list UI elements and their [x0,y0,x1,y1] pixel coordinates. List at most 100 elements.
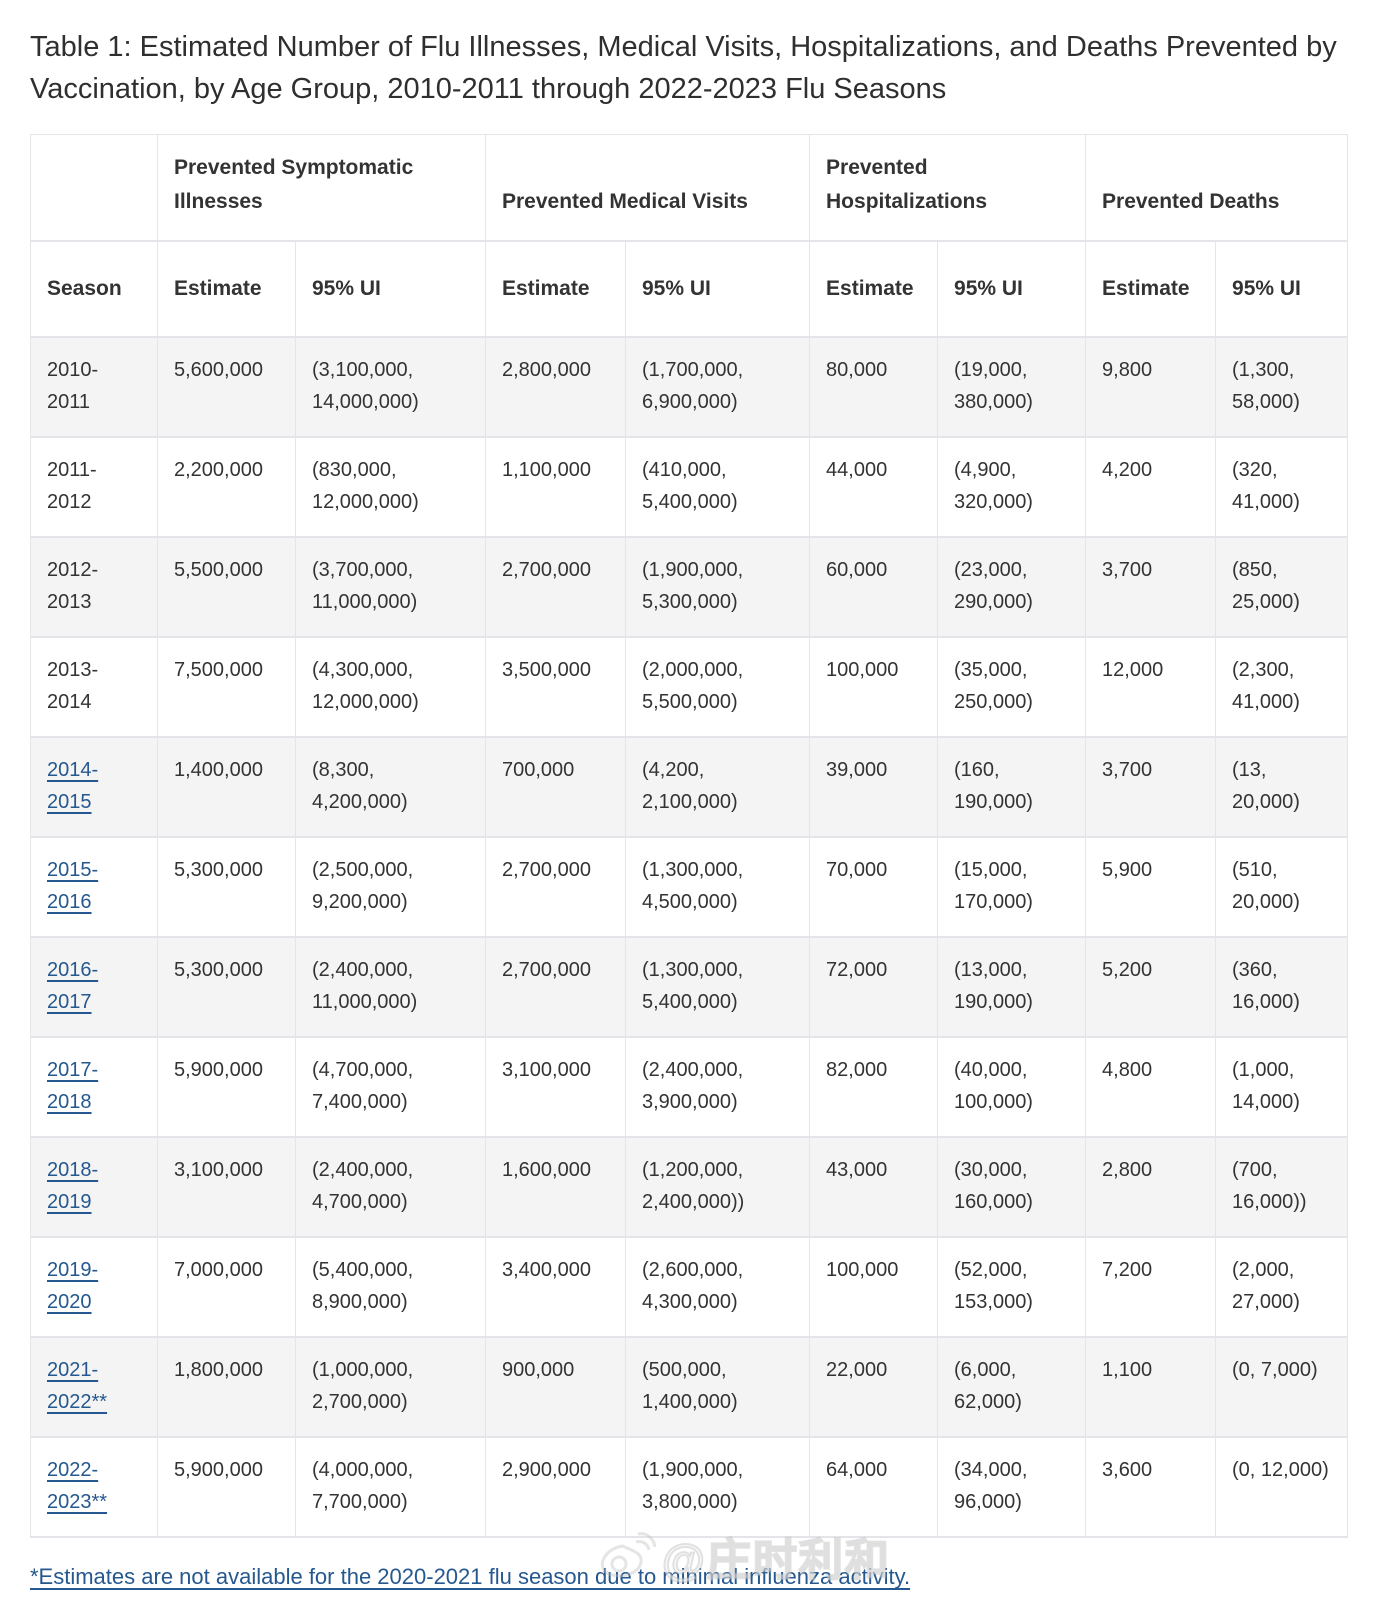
ui-column-header: 95% UI [938,242,1087,339]
data-cell: 1,100 [1086,1338,1217,1439]
data-cell: 1,100,000 [486,438,626,539]
season-cell: 2018-2019 [30,1138,158,1239]
data-cell: 64,000 [810,1438,939,1539]
season-link[interactable]: 2021-2022** [47,1359,108,1414]
season-link[interactable]: 2015-2016 [47,859,99,914]
data-cell: (2,000, 27,000) [1216,1238,1349,1339]
data-cell: 82,000 [810,1038,939,1139]
data-cell: (6,000, 62,000) [938,1338,1087,1439]
data-cell: 3,100,000 [158,1138,296,1239]
data-cell: (0, 12,000) [1216,1438,1349,1539]
data-cell: (13,000, 190,000) [938,938,1087,1039]
season-link[interactable]: 2014-2015 [47,759,99,814]
season-cell: 2014-2015 [30,738,158,839]
data-cell: 12,000 [1086,638,1217,739]
table-row: 2019-2020 7,000,000 (5,400,000, 8,900,00… [30,1238,1349,1339]
ui-column-header: 95% UI [296,242,486,339]
data-cell: (1,900,000, 5,300,000) [626,538,811,639]
data-cell: (1,200,000, 2,400,000)) [626,1138,811,1239]
data-cell: (1,000,000, 2,700,000) [296,1338,486,1439]
data-cell: (40,000, 100,000) [938,1038,1087,1139]
data-cell: 2,800 [1086,1138,1217,1239]
data-cell: (52,000, 153,000) [938,1238,1087,1339]
data-cell: (1,000, 14,000) [1216,1038,1349,1139]
data-cell: (410,000, 5,400,000) [626,438,811,539]
data-cell: 39,000 [810,738,939,839]
group-header-hospitalizations: Prevented Hospitalizations [810,134,1087,243]
data-cell: 2,200,000 [158,438,296,539]
data-cell: 5,500,000 [158,538,296,639]
page-title: Table 1: Estimated Number of Flu Illness… [30,31,1337,106]
data-cell: 2,800,000 [486,338,626,439]
data-cell: 80,000 [810,338,939,439]
data-cell: 3,700 [1086,738,1217,839]
table-row: 2016-2017 5,300,000 (2,400,000, 11,000,0… [30,938,1349,1039]
data-cell: (19,000, 380,000) [938,338,1087,439]
data-cell: 2,700,000 [486,838,626,939]
data-cell: (35,000, 250,000) [938,638,1087,739]
data-cell: (1,900,000, 3,800,000) [626,1438,811,1539]
season-cell: 2017-2018 [30,1038,158,1139]
season-link[interactable]: 2018-2019 [47,1159,99,1214]
data-cell: 100,000 [810,1238,939,1339]
footnote-link[interactable]: *Estimates are not available for the 202… [30,1564,911,1590]
data-cell: 2,700,000 [486,538,626,639]
table-row: 2021-2022** 1,800,000 (1,000,000, 2,700,… [30,1338,1349,1439]
data-cell: 2,700,000 [486,938,626,1039]
season-cell: 2013-2014 [30,638,158,739]
blank-corner-cell [30,134,158,243]
data-cell: (5,400,000, 8,900,000) [296,1238,486,1339]
season-link[interactable]: 2017-2018 [47,1059,99,1114]
estimate-column-header: Estimate [486,242,626,339]
data-cell: (510, 20,000) [1216,838,1349,939]
table-row: 2017-2018 5,900,000 (4,700,000, 7,400,00… [30,1038,1349,1139]
data-cell: (320, 41,000) [1216,438,1349,539]
data-cell: 72,000 [810,938,939,1039]
data-cell: (13, 20,000) [1216,738,1349,839]
table-row: 2014-2015 1,400,000 (8,300, 4,200,000) 7… [30,738,1349,839]
data-cell: (850, 25,000) [1216,538,1349,639]
data-cell: (830,000, 12,000,000) [296,438,486,539]
data-cell: (8,300, 4,200,000) [296,738,486,839]
table-row: 2013-2014 7,500,000 (4,300,000, 12,000,0… [30,638,1349,739]
data-cell: (4,000,000, 7,700,000) [296,1438,486,1539]
data-cell: (30,000, 160,000) [938,1138,1087,1239]
data-cell: 1,600,000 [486,1138,626,1239]
season-link[interactable]: 2022-2023** [47,1459,108,1514]
data-cell: 5,900,000 [158,1038,296,1139]
season-cell: 2022-2023** [30,1438,158,1539]
season-cell: 2019-2020 [30,1238,158,1339]
group-header-symptomatic: Prevented Symptomatic Illnesses [158,134,486,243]
data-cell: 70,000 [810,838,939,939]
estimate-column-header: Estimate [158,242,296,339]
data-cell: 9,800 [1086,338,1217,439]
data-cell: 7,500,000 [158,638,296,739]
data-cell: (500,000, 1,400,000) [626,1338,811,1439]
flu-estimates-table: Prevented Symptomatic Illnesses Prevente… [30,134,1349,1539]
season-cell: 2010-2011 [30,338,158,439]
group-header-deaths: Prevented Deaths [1086,134,1349,243]
data-cell: (3,700,000, 11,000,000) [296,538,486,639]
table-row: 2011-2012 2,200,000 (830,000, 12,000,000… [30,438,1349,539]
data-cell: 22,000 [810,1338,939,1439]
data-cell: 60,000 [810,538,939,639]
data-cell: (360, 16,000) [1216,938,1349,1039]
table-row: 2015-2016 5,300,000 (2,500,000, 9,200,00… [30,838,1349,939]
footnote: *Estimates are not available for the 202… [30,1564,1348,1590]
data-cell: 1,800,000 [158,1338,296,1439]
data-cell: (4,900, 320,000) [938,438,1087,539]
data-cell: (23,000, 290,000) [938,538,1087,639]
data-cell: 3,600 [1086,1438,1217,1539]
data-cell: (4,700,000, 7,400,000) [296,1038,486,1139]
season-link[interactable]: 2019-2020 [47,1259,99,1314]
season-cell: 2016-2017 [30,938,158,1039]
data-cell: (2,400,000, 3,900,000) [626,1038,811,1139]
data-cell: 7,000,000 [158,1238,296,1339]
ui-column-header: 95% UI [626,242,811,339]
season-link[interactable]: 2016-2017 [47,959,99,1014]
group-header-row: Prevented Symptomatic Illnesses Prevente… [30,134,1349,243]
data-cell: 5,200 [1086,938,1217,1039]
table-row: 2012-2013 5,500,000 (3,700,000, 11,000,0… [30,538,1349,639]
season-cell: 2015-2016 [30,838,158,939]
